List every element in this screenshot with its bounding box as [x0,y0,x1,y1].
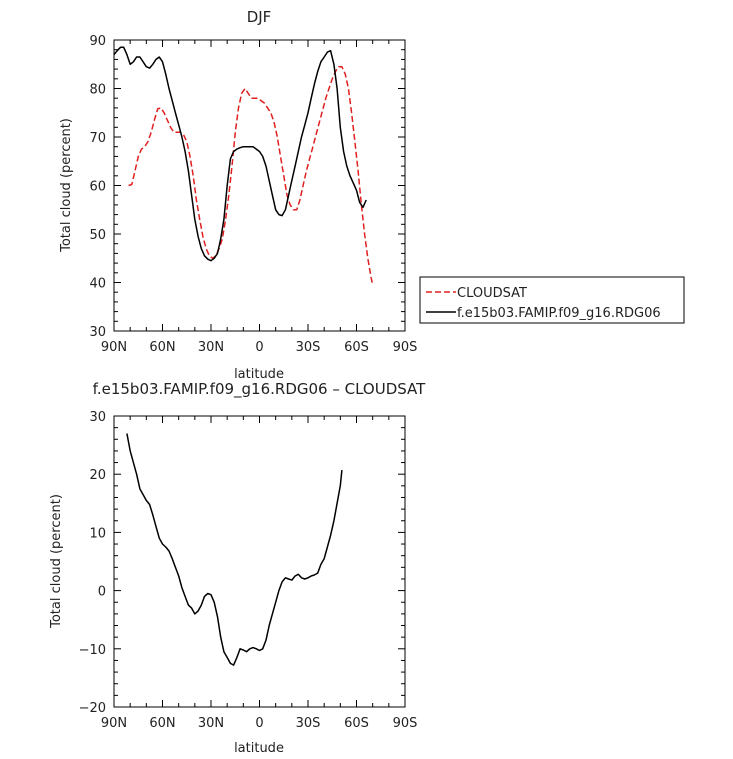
bottom-y-tick-label: 0 [98,585,106,600]
top-y-tick-label: 50 [89,228,106,243]
top-series-cloudsat-line [128,65,374,286]
top-x-tick-label: 0 [255,340,263,355]
top-y-tick-label: 40 [89,277,106,292]
bottom-x-tick-label: 60S [344,716,369,731]
bottom-y-axis-label: Total cloud (percent) [49,494,64,629]
bottom-x-tick-label: 90N [101,716,127,731]
top-x-tick-label: 90N [101,340,127,355]
bottom-y-tick-label: −20 [79,701,106,716]
legend: CLOUDSAT f.e15b03.FAMIP.f09_g16.RDG06 [419,276,685,324]
top-x-tick-label: 60N [149,340,175,355]
bottom-panel: f.e15b03.FAMIP.f09_g16.RDG06 – CLOUDSAT … [49,380,426,756]
bottom-x-axis-label: latitude [234,741,284,756]
top-x-tick-label: 30N [198,340,224,355]
bottom-plot-frame [113,415,406,708]
top-x-tick-label: 30S [296,340,321,355]
top-y-tick-label: 80 [89,83,106,98]
top-y-tick-label: 30 [89,325,106,340]
top-y-tick-label: 70 [89,131,106,146]
top-x-axis-label: latitude [234,367,284,382]
legend-model-label: f.e15b03.FAMIP.f09_g16.RDG06 [457,306,661,321]
bottom-x-tick-label: 30N [198,716,224,731]
top-series-f-e15b03-famip-f09-g16-rdg06-line [113,46,367,262]
top-panel: DJF 90N 60N 30N 0 30S 60S 90S 30 40 50 60 70 80 90 la… [59,8,417,382]
bottom-panel-title: f.e15b03.FAMIP.f09_g16.RDG06 – CLOUDSAT [93,380,426,399]
bottom-y-tick-label: −10 [79,643,106,658]
bottom-x-tick-label: 90S [393,716,418,731]
top-y-axis-label: Total cloud (percent) [59,118,74,253]
bottom-x-tick-label: 60N [149,716,175,731]
top-plot-frame [113,39,406,332]
top-x-tick-label: 90S [393,340,418,355]
top-x-tick-label: 60S [344,340,369,355]
bottom-x-tick-label: 30S [296,716,321,731]
bottom-y-tick-label: 20 [89,468,106,483]
top-y-tick-label: 60 [89,180,106,195]
bottom-x-tick-label: 0 [255,716,263,731]
legend-box [419,276,685,324]
top-panel-title: DJF [247,8,272,26]
top-y-tick-label: 90 [89,34,106,49]
bottom-y-tick-label: 10 [89,526,106,541]
legend-cloudsat-label: CLOUDSAT [457,286,527,301]
bottom-series-difference-line [126,433,343,666]
bottom-y-tick-label: 30 [89,410,106,425]
